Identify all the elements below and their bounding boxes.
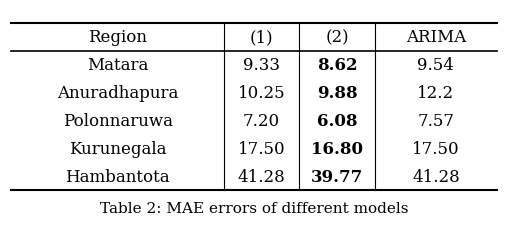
Text: 16.80: 16.80: [311, 140, 363, 157]
Text: 41.28: 41.28: [238, 168, 285, 185]
Text: (2): (2): [326, 29, 349, 46]
Text: Region: Region: [88, 29, 147, 46]
Text: (1): (1): [250, 29, 273, 46]
Text: 17.50: 17.50: [238, 140, 285, 157]
Text: 7.57: 7.57: [418, 112, 454, 129]
Text: 41.28: 41.28: [412, 168, 460, 185]
Text: Hambantota: Hambantota: [65, 168, 170, 185]
Text: 9.88: 9.88: [317, 85, 358, 101]
Text: 9.54: 9.54: [418, 57, 454, 74]
Text: 6.08: 6.08: [317, 112, 358, 129]
Text: Anuradhapura: Anuradhapura: [57, 85, 178, 101]
Text: 39.77: 39.77: [311, 168, 364, 185]
Text: Table 2: MAE errors of different models: Table 2: MAE errors of different models: [100, 201, 408, 215]
Text: 17.50: 17.50: [412, 140, 460, 157]
Text: Matara: Matara: [87, 57, 148, 74]
Text: 10.25: 10.25: [238, 85, 285, 101]
Text: 12.2: 12.2: [417, 85, 455, 101]
Text: Kurunegala: Kurunegala: [69, 140, 166, 157]
Text: 7.20: 7.20: [243, 112, 280, 129]
Text: ARIMA: ARIMA: [406, 29, 466, 46]
Text: 9.33: 9.33: [243, 57, 280, 74]
Text: 8.62: 8.62: [317, 57, 358, 74]
Text: Polonnaruwa: Polonnaruwa: [62, 112, 173, 129]
